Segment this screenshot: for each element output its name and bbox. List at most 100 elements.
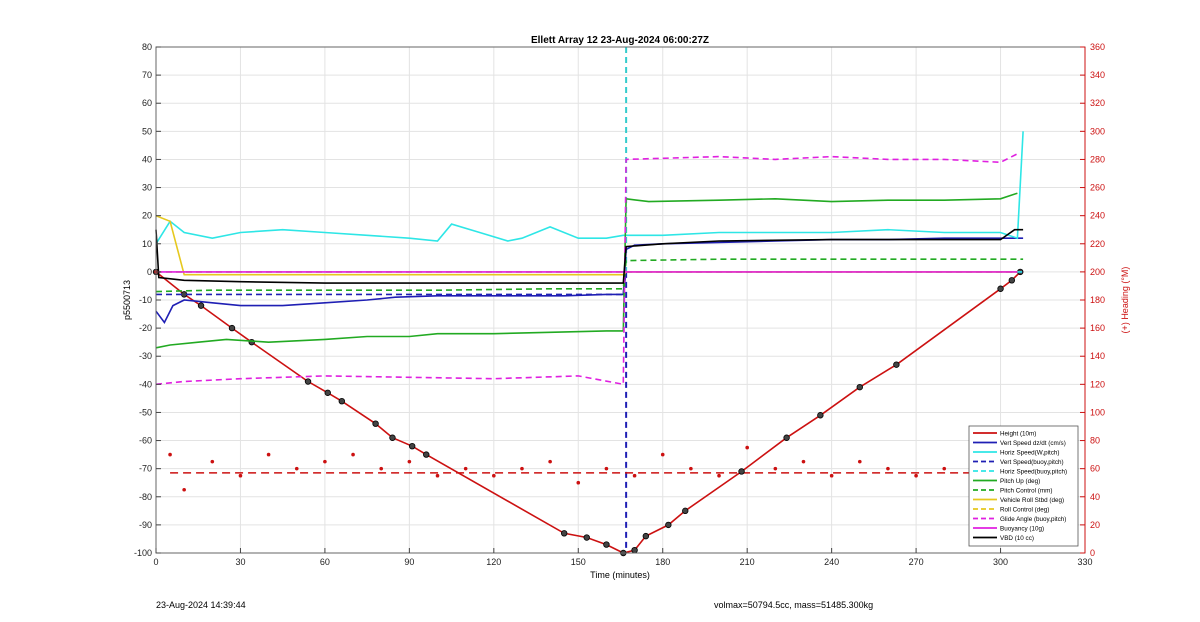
y2-tick-label: 360 <box>1090 42 1105 52</box>
footer-timestamp: 23-Aug-2024 14:39:44 <box>156 600 246 610</box>
x-tick-label: 330 <box>1077 557 1092 567</box>
series-point-heading <box>492 473 496 478</box>
series-point-heading <box>829 473 834 478</box>
series-marker-height-10m <box>304 378 312 385</box>
y-tick-label: 10 <box>142 239 152 249</box>
legend-label: Height (10m) <box>1000 431 1036 438</box>
footer-volume-mass: volmax=50794.5cc, mass=51485.300kg <box>714 600 874 610</box>
series-marker-height-10m <box>642 532 650 540</box>
y2-tick-label: 140 <box>1090 351 1105 361</box>
y-axis-label: p5500713 <box>122 280 132 320</box>
y-tick-label: -80 <box>139 492 152 502</box>
series-line-glide-angle-buoy-pitch <box>155 153 1018 386</box>
x-tick-label: 120 <box>486 557 501 567</box>
legend-label: Roll Control (deg) <box>1000 507 1049 514</box>
series-line-vert-speed-dz-dt-cm-s <box>155 237 1024 325</box>
y2-tick-label: 120 <box>1090 379 1105 389</box>
legend-box <box>968 425 1079 547</box>
series-marker-height-10m <box>856 383 863 391</box>
series-point-heading <box>801 459 806 464</box>
series-marker-height-10m <box>228 324 236 332</box>
series-point-heading <box>182 487 186 492</box>
y-tick-label: 20 <box>142 211 152 221</box>
series-point-heading <box>660 452 665 457</box>
y-tick-label: -40 <box>139 379 152 389</box>
series-point-heading <box>168 452 172 457</box>
y2-tick-label: 0 <box>1090 548 1095 558</box>
y-tick-label: -20 <box>139 323 152 333</box>
series-marker-height-10m <box>583 534 590 541</box>
y2-tick-label: 200 <box>1090 267 1105 277</box>
series-marker-height-10m <box>682 507 689 515</box>
legend-label: Pitch Up (deg) <box>1000 478 1040 485</box>
legend-label: Vehicle Roll Stbd (deg) <box>1000 497 1064 504</box>
series-point-heading <box>632 473 637 478</box>
series-point-heading <box>745 445 749 450</box>
series-point-heading <box>604 466 609 471</box>
series-marker-height-10m <box>324 389 331 396</box>
y-tick-label: 30 <box>142 183 152 193</box>
series-point-heading <box>351 452 355 457</box>
series-line-vert-speed-buoy-pitch <box>156 271 1024 296</box>
series-marker-height-10m <box>408 442 416 450</box>
series-marker-height-10m <box>783 434 790 441</box>
y-tick-label: 0 <box>147 267 152 277</box>
series-point-heading <box>689 466 693 471</box>
x-tick-label: 300 <box>993 557 1008 567</box>
series-point-heading <box>857 459 862 464</box>
y2-tick-label: 340 <box>1090 70 1105 80</box>
y2-tick-label: 280 <box>1090 154 1105 164</box>
series-marker-height-10m <box>997 285 1004 292</box>
y-tick-label: -90 <box>139 520 152 530</box>
series-marker-height-10m <box>817 412 824 419</box>
y2-tick-label: 20 <box>1090 520 1100 530</box>
series-line-pitch-control-mm <box>155 258 1024 293</box>
x-tick-label: 60 <box>320 557 330 567</box>
series-marker-height-10m <box>631 546 638 554</box>
series-marker-height-10m <box>372 420 379 427</box>
x-tick-label: 210 <box>740 557 755 567</box>
x-tick-label: 150 <box>571 557 586 567</box>
series-point-heading <box>407 459 412 464</box>
y2-tick-label: 240 <box>1090 211 1105 221</box>
y-tick-label: -100 <box>134 548 152 558</box>
y-tick-label: -30 <box>139 351 152 361</box>
x-tick-label: 90 <box>404 557 414 567</box>
legend-label: Glide Angle (buoy,pitch) <box>1000 516 1066 523</box>
chart-title: Ellett Array 12 23-Aug-2024 06:00:27Z <box>531 35 709 46</box>
x-tick-label: 180 <box>655 557 670 567</box>
y-tick-label: -70 <box>139 464 152 474</box>
series-point-heading <box>773 466 778 471</box>
series-point-heading <box>294 466 299 471</box>
series-point-heading <box>576 480 581 485</box>
legend-label: Horiz Speed(buoy,pitch) <box>1000 469 1067 476</box>
y2-tick-label: 60 <box>1090 464 1100 474</box>
y2-tick-label: 300 <box>1090 126 1105 136</box>
series-point-heading <box>323 459 327 464</box>
y-tick-label: 80 <box>142 42 152 52</box>
legend-label: Buoyancy (10g) <box>1000 526 1044 533</box>
series-point-heading <box>463 466 468 471</box>
y2-tick-label: 220 <box>1090 239 1105 249</box>
legend: Height (10m) Vert Speed dz/dt (cm/s) Horiz… <box>968 425 1079 547</box>
y-tick-label: 70 <box>142 70 152 80</box>
y2-tick-label: 80 <box>1090 436 1100 446</box>
legend-label: Pitch Control (mm) <box>1000 488 1052 495</box>
series-point-heading <box>914 473 918 478</box>
series-marker-height-10m <box>423 451 430 458</box>
series-point-heading <box>210 459 215 464</box>
series-point-heading <box>717 473 721 478</box>
series-marker-height-10m <box>603 541 610 548</box>
y-tick-label: -50 <box>139 407 152 417</box>
x-tick-label: 240 <box>824 557 839 567</box>
axes: 0 30 60 90 120 150 180 210 240 270 300 330-100-90-8… <box>134 42 1105 567</box>
y-tick-label: 60 <box>142 98 152 108</box>
y2-tick-label: 260 <box>1090 183 1105 193</box>
legend-label: VBD (10 cc) <box>1000 535 1034 542</box>
series-point-heading <box>942 466 947 471</box>
series-point-heading <box>435 473 440 478</box>
series-marker-height-10m <box>389 434 396 441</box>
series-line-vehicle-roll-stbd-deg <box>155 214 1018 276</box>
legend-label: Vert Speed dz/dt (cm/s) <box>1000 440 1066 447</box>
